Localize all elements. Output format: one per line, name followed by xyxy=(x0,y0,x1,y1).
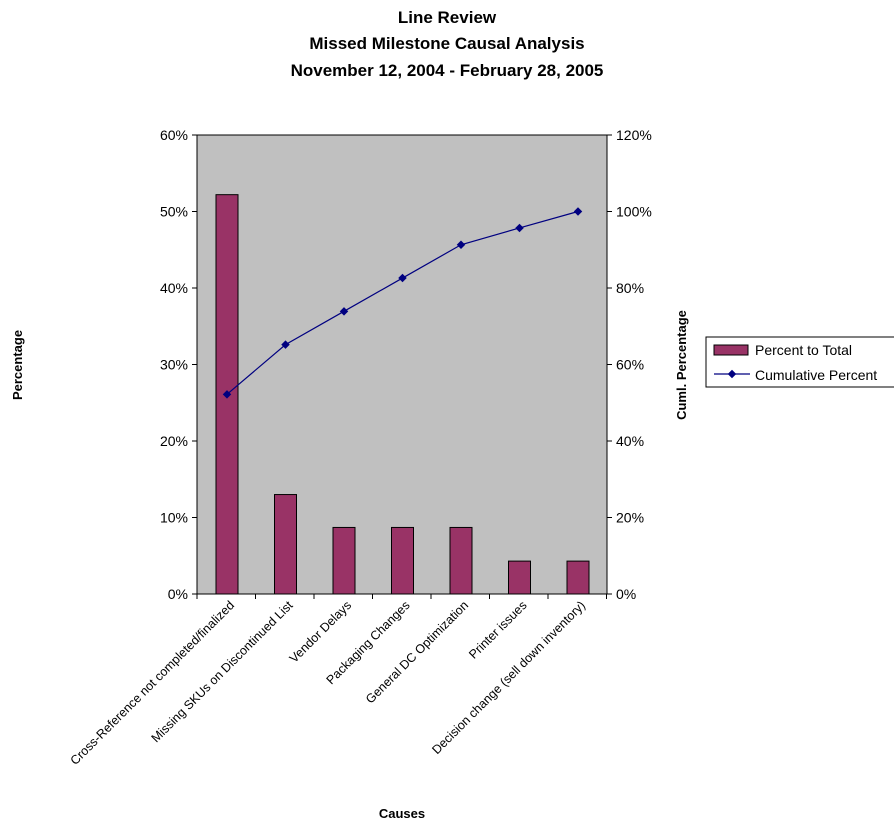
cumulative-point-1 xyxy=(222,390,232,399)
cumulative-point-2 xyxy=(281,340,290,349)
y-tick-label-5: 50% xyxy=(160,204,188,220)
category-label-3: Vendor Delays xyxy=(287,598,354,665)
y2-tick-label-4: 80% xyxy=(616,280,644,296)
y2-axis-title: Cuml. Percentage xyxy=(674,310,689,420)
bar-series xyxy=(215,194,590,595)
left-axis: 0% 10% 20% 30% 40% 50% 60% xyxy=(160,127,197,602)
cumulative-point-4 xyxy=(398,273,407,283)
y-tick-label-6: 60% xyxy=(160,127,188,143)
y2-tick-label-3: 60% xyxy=(616,357,644,373)
bar-6 xyxy=(508,560,531,595)
y-tick-label-1: 10% xyxy=(160,510,188,526)
chart-title-line-1: Line Review xyxy=(398,8,497,27)
legend-line-marker xyxy=(727,369,737,379)
cumulative-point-5 xyxy=(456,240,466,250)
chart-title: Line Review Missed Milestone Causal Anal… xyxy=(291,8,604,80)
bar-3 xyxy=(332,526,356,595)
bar-7 xyxy=(566,560,590,595)
category-labels: Cross-Reference not completed/finalizedM… xyxy=(68,594,607,768)
y-tick-label-3: 30% xyxy=(160,357,188,373)
legend-label-cumulative-percent: Cumulative Percent xyxy=(755,367,877,383)
legend: Percent to Total Cumulative Percent xyxy=(705,336,894,388)
y-tick-label-2: 20% xyxy=(160,433,188,449)
chart-title-line-3: November 12, 2004 - February 28, 2005 xyxy=(291,61,604,80)
legend-bar-swatch xyxy=(713,344,749,356)
category-label-6: Printer issues xyxy=(466,598,529,661)
legend-label-percent-to-total: Percent to Total xyxy=(755,342,852,358)
y-axis-title: Percentage xyxy=(10,330,25,400)
chart-title-line-2: Missed Milestone Causal Analysis xyxy=(309,34,584,53)
cumulative-line-series xyxy=(222,207,583,399)
y2-tick-label-5: 100% xyxy=(616,204,652,220)
y2-tick-label-1: 20% xyxy=(616,510,644,526)
y-tick-label-4: 40% xyxy=(160,280,188,296)
category-label-5: General DC Optimization xyxy=(363,598,471,706)
y2-tick-label-6: 120% xyxy=(616,127,652,143)
right-axis: 0% 20% 40% 60% 80% 100% 120% xyxy=(607,127,652,602)
bar-4 xyxy=(391,526,414,595)
y2-tick-label-2: 40% xyxy=(616,433,644,449)
bar-2 xyxy=(274,494,297,595)
cumulative-point-3 xyxy=(339,307,349,316)
x-axis-title: Causes xyxy=(379,806,425,821)
y-tick-label-0: 0% xyxy=(168,586,188,602)
plot-area xyxy=(196,134,608,595)
bar-5 xyxy=(449,526,473,595)
y2-tick-label-0: 0% xyxy=(616,586,636,602)
